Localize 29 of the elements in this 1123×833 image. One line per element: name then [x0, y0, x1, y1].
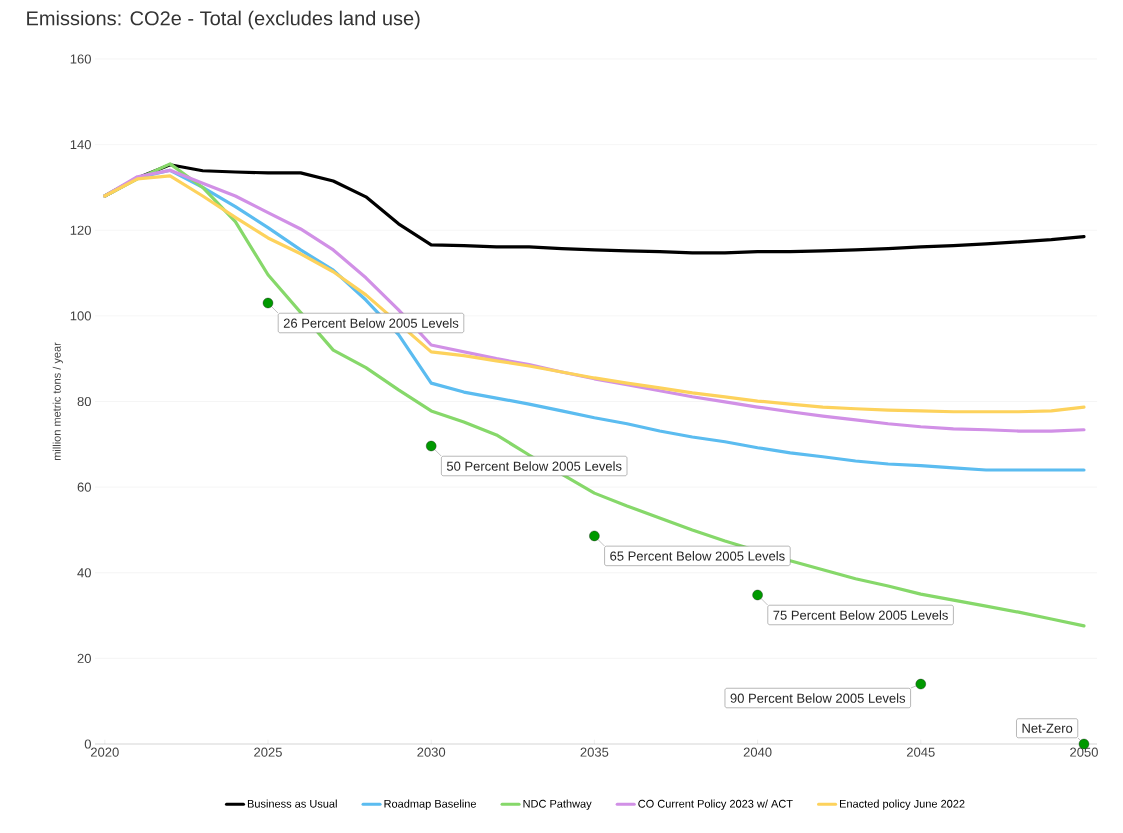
y-tick-label: 60 [77, 482, 91, 492]
annotation: 26 Percent Below 2005 Levels [283, 318, 459, 328]
y-axis-title: million metric tons / year [52, 342, 63, 461]
y-tick-label: 120 [70, 225, 91, 235]
x-tick-label: 2025 [254, 747, 282, 757]
x-tick-label: 2050 [1070, 747, 1098, 757]
annotation: Net-Zero [1022, 723, 1073, 733]
y-tick-label: 140 [70, 140, 91, 150]
annotation: 75 Percent Below 2005 Levels [773, 610, 948, 620]
x-tick-label: 2040 [743, 747, 772, 757]
x-tick-label: 2035 [580, 747, 609, 757]
x-tick-label: 2030 [417, 747, 446, 757]
y-tick-label: 40 [77, 568, 91, 578]
y-tick-label: 0 [84, 739, 91, 749]
annotation: 90 Percent Below 2005 Levels [730, 693, 906, 703]
annotation: 50 Percent Below 2005 Levels [446, 461, 622, 471]
y-tick-label: 100 [70, 311, 91, 321]
y-tick-label: 160 [70, 54, 91, 64]
legend-label: Enacted policy June 2022 [840, 799, 965, 810]
legend-label: NDC Pathway [523, 799, 592, 810]
legend-label: Business as Usual [247, 799, 337, 808]
annotation: 65 Percent Below 2005 Levels [610, 551, 785, 561]
y-tick-label: 80 [77, 396, 91, 407]
y-tick-label: 20 [77, 653, 91, 663]
chart-title: Emissions: CO2e - Total (excludes land use) [27, 10, 420, 30]
x-tick-label: 2020 [90, 747, 119, 757]
legend-label: CO Current Policy 2023 w/ ACT [638, 799, 793, 810]
x-tick-label: 2045 [906, 747, 935, 757]
legend-label: Roadmap Baseline [384, 799, 477, 810]
